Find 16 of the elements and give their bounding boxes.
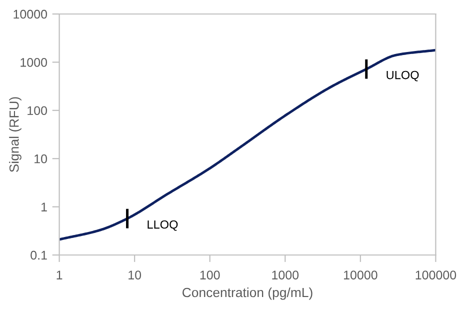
annotation: LLOQ	[148, 220, 178, 231]
y-tick-label: 0.1	[30, 250, 47, 260]
x-axis-title: Concentration (pg/mL)	[182, 287, 312, 300]
annotation: ULOQ	[386, 70, 419, 82]
x-tick-label: 100000	[416, 270, 456, 280]
y-tick-label: 10	[34, 154, 48, 164]
x-tick-label: 1000	[272, 270, 299, 280]
x-tick-label: 1	[56, 270, 62, 280]
y-tick-label: 100	[28, 106, 48, 116]
x-tick-label: 10	[128, 270, 142, 280]
y-tick-label: 1000	[20, 58, 48, 67]
x-tick-label: 100	[200, 270, 220, 280]
x-tick-label: 10000	[344, 270, 378, 280]
y-axis-title: Signal (RFU)	[9, 97, 22, 172]
y-tick-label: 10000	[14, 10, 48, 19]
y-tick-label: 1	[41, 202, 47, 212]
